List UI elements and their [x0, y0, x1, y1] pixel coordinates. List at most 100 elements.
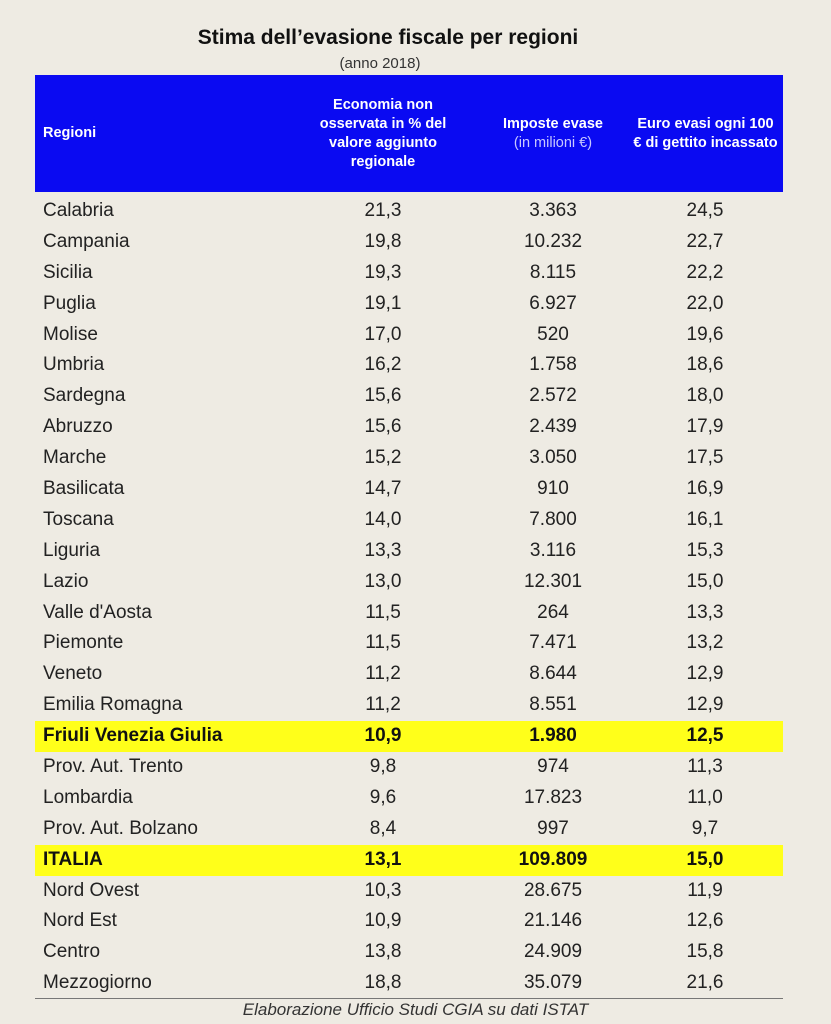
- cell-imposte-evase: 520: [537, 323, 569, 345]
- cell-economia-non-osservata: 15,6: [364, 416, 402, 438]
- table-row: Centro 13,8 24.909 15,8: [35, 937, 783, 968]
- cell-region: Sicilia: [43, 261, 93, 283]
- cell-euro-evasi: 22,2: [686, 261, 724, 283]
- cell-region: Abruzzo: [43, 416, 113, 438]
- cell-region: Toscana: [43, 508, 114, 530]
- table-row: Prov. Aut. Trento 9,8 974 11,3: [35, 752, 783, 783]
- cell-region: Campania: [43, 230, 130, 252]
- cell-region: Nord Est: [43, 910, 117, 932]
- cell-imposte-evase: 3.363: [529, 200, 577, 221]
- table-header: Regioni Economia non osservata in % del …: [35, 75, 783, 192]
- cell-region: Umbria: [43, 354, 105, 376]
- table-row: Sardegna 15,6 2.572 18,0: [35, 381, 783, 412]
- header-euro-evasi: Euro evasi ogni 100 € di gettito incassa…: [633, 115, 778, 151]
- header-regioni: Regioni: [43, 125, 97, 141]
- cell-region: Marche: [43, 447, 107, 469]
- cell-economia-non-osservata: 11,5: [365, 601, 401, 623]
- table-row: Friuli Venezia Giulia 10,9 1.980 12,5: [35, 721, 783, 753]
- cell-economia-non-osservata: 13,0: [364, 570, 402, 592]
- cell-euro-evasi: 17,5: [686, 447, 724, 469]
- cell-euro-evasi: 19,6: [686, 323, 724, 345]
- cell-imposte-evase: 8.115: [529, 261, 577, 283]
- table-row: Marche 15,2 3.050 17,5: [35, 443, 783, 474]
- cell-euro-evasi: 22,0: [686, 292, 724, 314]
- cell-economia-non-osservata: 9,6: [369, 786, 397, 808]
- table-row: Lazio 13,0 12.301 15,0: [35, 567, 783, 598]
- table-row: Abruzzo 15,6 2.439 17,9: [35, 412, 783, 443]
- page-title: Stima dell’evasione fiscale per regioni: [197, 26, 579, 49]
- cell-imposte-evase: 1.758: [529, 354, 577, 376]
- cell-region: Veneto: [43, 663, 103, 685]
- cell-economia-non-osservata: 15,6: [364, 385, 402, 407]
- cell-economia-non-osservata: 19,8: [364, 230, 402, 252]
- table-row: Molise 17,0 520 19,6: [35, 320, 783, 351]
- cell-region: Puglia: [43, 292, 96, 314]
- cell-imposte-evase: 264: [537, 601, 569, 623]
- header-imposte-label: Imposte evase: [503, 115, 603, 132]
- table-row: Sicilia 19,3 8.115 22,2: [35, 258, 783, 289]
- cell-euro-evasi: 17,9: [686, 416, 724, 438]
- cell-economia-non-osservata: 13,1: [364, 848, 402, 870]
- cell-region: Centro: [43, 941, 101, 963]
- cell-region: Nord Ovest: [43, 879, 140, 901]
- table-row: Veneto 11,2 8.644 12,9: [35, 659, 783, 690]
- table-row: Nord Est 10,9 21.146 12,6: [35, 906, 783, 937]
- cell-region: Mezzogiorno: [43, 972, 152, 994]
- cell-euro-evasi: 18,0: [686, 385, 724, 407]
- cell-imposte-evase: 3.050: [529, 447, 577, 469]
- cell-euro-evasi: 16,1: [686, 508, 724, 530]
- cell-economia-non-osservata: 10,3: [364, 879, 402, 901]
- cell-imposte-evase: 1.980: [529, 725, 577, 747]
- cell-economia-non-osservata: 13,8: [364, 941, 402, 963]
- cell-economia-non-osservata: 9,8: [369, 756, 397, 778]
- table-row: Basilicata 14,7 910 16,9: [35, 474, 783, 505]
- cell-imposte-evase: 7.471: [529, 632, 577, 654]
- cell-euro-evasi: 12,6: [686, 910, 724, 932]
- cell-economia-non-osservata: 19,1: [364, 292, 402, 314]
- table-row: Piemonte 11,5 7.471 13,2: [35, 628, 783, 659]
- page-subtitle: (anno 2018): [339, 55, 421, 72]
- cell-region: Calabria: [43, 200, 114, 221]
- cell-region: Prov. Aut. Trento: [43, 756, 184, 778]
- cell-euro-evasi: 15,0: [686, 570, 724, 592]
- cell-imposte-evase: 28.675: [523, 879, 583, 901]
- header-imposte-unit: (in milioni €): [513, 134, 593, 151]
- cell-euro-evasi: 12,5: [686, 725, 724, 747]
- table-row: Umbria 16,2 1.758 18,6: [35, 350, 783, 381]
- table-row: ITALIA 13,1 109.809 15,0: [35, 844, 783, 876]
- table-row: Valle d'Aosta 11,5 264 13,3: [35, 598, 783, 629]
- cell-economia-non-osservata: 11,2: [365, 694, 401, 716]
- header-imposte-evase: Imposte evase (in milioni €): [493, 75, 613, 192]
- cell-region: Liguria: [43, 539, 101, 561]
- cell-imposte-evase: 24.909: [523, 941, 583, 963]
- cell-imposte-evase: 8.644: [529, 663, 577, 685]
- cell-euro-evasi: 21,6: [686, 972, 724, 994]
- cell-imposte-evase: 910: [537, 478, 569, 500]
- cell-euro-evasi: 18,6: [686, 354, 724, 376]
- cell-euro-evasi: 11,3: [687, 756, 723, 778]
- cell-economia-non-osservata: 8,4: [369, 817, 397, 839]
- cell-euro-evasi: 13,2: [686, 632, 724, 654]
- cell-economia-non-osservata: 10,9: [364, 725, 402, 747]
- cell-imposte-evase: 17.823: [523, 786, 583, 808]
- table-row: Nord Ovest 10,3 28.675 11,9: [35, 876, 783, 907]
- table-row: Puglia 19,1 6.927 22,0: [35, 289, 783, 320]
- table-body: Calabria 21,3 3.363 24,5 Campania 19,8 10.232 2…: [35, 196, 783, 999]
- cell-region: Lombardia: [43, 786, 133, 808]
- table-bottom-rule: [35, 998, 783, 999]
- cell-euro-evasi: 13,3: [686, 601, 724, 623]
- cell-region: Piemonte: [43, 632, 124, 654]
- cell-region: Friuli Venezia Giulia: [43, 725, 223, 747]
- cell-region: Basilicata: [43, 478, 125, 500]
- table-row: Emilia Romagna 11,2 8.551 12,9: [35, 690, 783, 721]
- table-row: Prov. Aut. Bolzano 8,4 997 9,7: [35, 814, 783, 845]
- cell-economia-non-osservata: 11,5: [365, 632, 401, 654]
- table-row: Mezzogiorno 18,8 35.079 21,6: [35, 968, 783, 999]
- cell-euro-evasi: 11,0: [687, 786, 723, 808]
- cell-economia-non-osservata: 14,0: [364, 508, 402, 530]
- cell-euro-evasi: 15,8: [686, 941, 724, 963]
- cell-economia-non-osservata: 17,0: [364, 323, 402, 345]
- cell-economia-non-osservata: 19,3: [364, 261, 402, 283]
- cell-region: ITALIA: [43, 848, 103, 870]
- cell-economia-non-osservata: 10,9: [364, 910, 402, 932]
